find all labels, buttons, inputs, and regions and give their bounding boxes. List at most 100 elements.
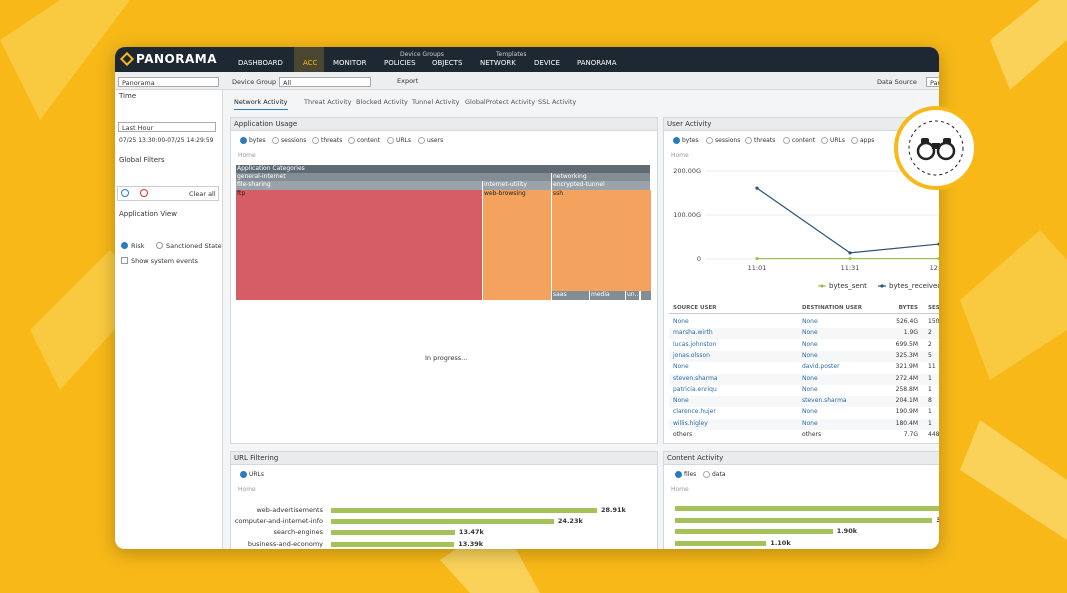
table-cell: 8	[928, 397, 932, 405]
table-cell[interactable]: marsha.wirth	[673, 329, 713, 337]
decor	[960, 420, 1067, 540]
time-range: 07/25 13:30:00-07/25 14:29:59	[119, 137, 214, 144]
risk-label: Risk	[131, 242, 145, 250]
sanctioned-radio[interactable]	[156, 242, 163, 249]
time-select[interactable]: Last Hour	[118, 122, 216, 132]
bar	[331, 541, 455, 547]
add-filter[interactable]	[121, 189, 129, 197]
table-cell[interactable]: None	[802, 351, 818, 359]
bar-value: 3	[936, 516, 939, 524]
status: In progress...	[425, 354, 468, 362]
nav-item[interactable]: POLICIES	[384, 59, 416, 67]
table-cell: 1	[928, 374, 932, 382]
option-radio[interactable]	[821, 137, 828, 144]
tab[interactable]: Network Activity	[234, 99, 288, 110]
nav-item[interactable]: MONITOR	[333, 59, 367, 67]
option-radio[interactable]	[675, 471, 682, 478]
bar	[331, 519, 554, 525]
nav-active	[294, 47, 324, 72]
context-select[interactable]: Panorama	[118, 77, 219, 87]
events-checkbox[interactable]	[121, 257, 128, 264]
option-radio[interactable]	[745, 137, 752, 144]
option-radio[interactable]	[418, 137, 425, 144]
nav-item[interactable]: DASHBOARD	[238, 59, 283, 67]
table-cell: 180.4M	[895, 419, 918, 427]
table-cell[interactable]: david.poster	[802, 363, 840, 371]
table-cell[interactable]: jonas.olsson	[673, 351, 710, 359]
option-radio[interactable]	[673, 137, 680, 144]
legend-label: bytes_received	[889, 282, 939, 290]
remove-filter[interactable]	[140, 189, 148, 197]
table-cell[interactable]: clarence.hujer	[673, 408, 716, 416]
option-radio[interactable]	[387, 137, 394, 144]
table-cell: 1	[928, 408, 932, 416]
bar-category: business-and-economy	[247, 539, 323, 548]
table-cell: 150	[928, 318, 939, 325]
table-cell[interactable]: None	[802, 329, 818, 337]
column-header: DESTINATION USER	[802, 305, 862, 311]
option-label: bytes	[249, 137, 266, 144]
option-radio[interactable]	[312, 137, 319, 144]
table-cell[interactable]: willis.higley	[673, 419, 708, 427]
treemap-small: media	[590, 291, 626, 300]
tab[interactable]: Blocked Activity	[356, 98, 408, 106]
panel-header	[230, 451, 658, 465]
home-link[interactable]: Home	[238, 486, 256, 493]
nav-item[interactable]: OBJECTS	[432, 59, 463, 67]
clear-all[interactable]: Clear all	[189, 190, 216, 198]
table-cell[interactable]: None	[802, 408, 818, 416]
option-radio[interactable]	[851, 137, 858, 144]
option-radio[interactable]	[703, 471, 710, 478]
table-cell: 204.1M	[895, 397, 918, 405]
option-label: content	[357, 137, 380, 144]
nav-item[interactable]: DEVICE	[534, 59, 560, 67]
navbar	[115, 47, 939, 72]
table-cell[interactable]: None	[802, 318, 818, 325]
option-radio[interactable]	[272, 137, 279, 144]
option-radio[interactable]	[348, 137, 355, 144]
table-cell[interactable]: None	[673, 363, 689, 371]
point	[937, 256, 939, 261]
panel-header	[230, 117, 658, 131]
data-source-select[interactable]: Panorama	[926, 77, 939, 87]
nav-item[interactable]: NETWORK	[480, 59, 516, 67]
home-link[interactable]: Home	[671, 486, 689, 493]
tab[interactable]: GlobalProtect Activity	[465, 98, 536, 106]
table-cell: others	[802, 431, 822, 438]
table-cell[interactable]: None	[802, 374, 818, 382]
table-cell[interactable]: None	[802, 419, 818, 427]
tab[interactable]: SSL Activity	[538, 98, 577, 106]
home-link[interactable]: Home	[238, 152, 256, 159]
bar-value: 24.23k	[557, 517, 583, 526]
export-button[interactable]: Export	[397, 77, 419, 85]
option-radio[interactable]	[783, 137, 790, 144]
treemap-root: Application Categories	[236, 165, 651, 173]
table-cell[interactable]: None	[673, 397, 689, 405]
bar	[675, 518, 933, 523]
nav-item[interactable]: PANORAMA	[577, 59, 617, 67]
home-link[interactable]: Home	[671, 152, 689, 159]
device-group-select[interactable]: All	[279, 77, 371, 87]
option-radio[interactable]	[240, 137, 247, 144]
table-cell[interactable]: steven.sharma	[673, 374, 718, 382]
option-radio[interactable]	[240, 471, 247, 478]
table-cell: 7.7G	[903, 431, 918, 438]
table-cell[interactable]: patricia.enriqu	[673, 385, 717, 393]
panel-title: URL Filtering	[234, 454, 279, 462]
treemap-subgroup: encrypted-tunnel	[552, 181, 651, 190]
table-cell[interactable]: None	[802, 385, 818, 393]
treemap-group: networking	[552, 173, 651, 181]
option-radio[interactable]	[706, 137, 713, 144]
x-tick-label: 12:01	[930, 264, 939, 272]
table-cell[interactable]: lucas.johnston	[673, 340, 717, 348]
table-cell[interactable]: steven.sharma	[802, 397, 847, 405]
risk-radio[interactable]	[121, 242, 128, 249]
table-cell[interactable]: None	[802, 340, 818, 348]
tab[interactable]: Tunnel Activity	[412, 98, 460, 106]
treemap-small: un...	[626, 291, 641, 300]
table-cell[interactable]: None	[673, 318, 689, 325]
tab[interactable]: Threat Activity	[304, 98, 352, 106]
panel-header	[663, 451, 939, 465]
bar-category: computer-and-internet-info	[234, 517, 323, 526]
nav-item[interactable]: ACC	[303, 59, 318, 67]
